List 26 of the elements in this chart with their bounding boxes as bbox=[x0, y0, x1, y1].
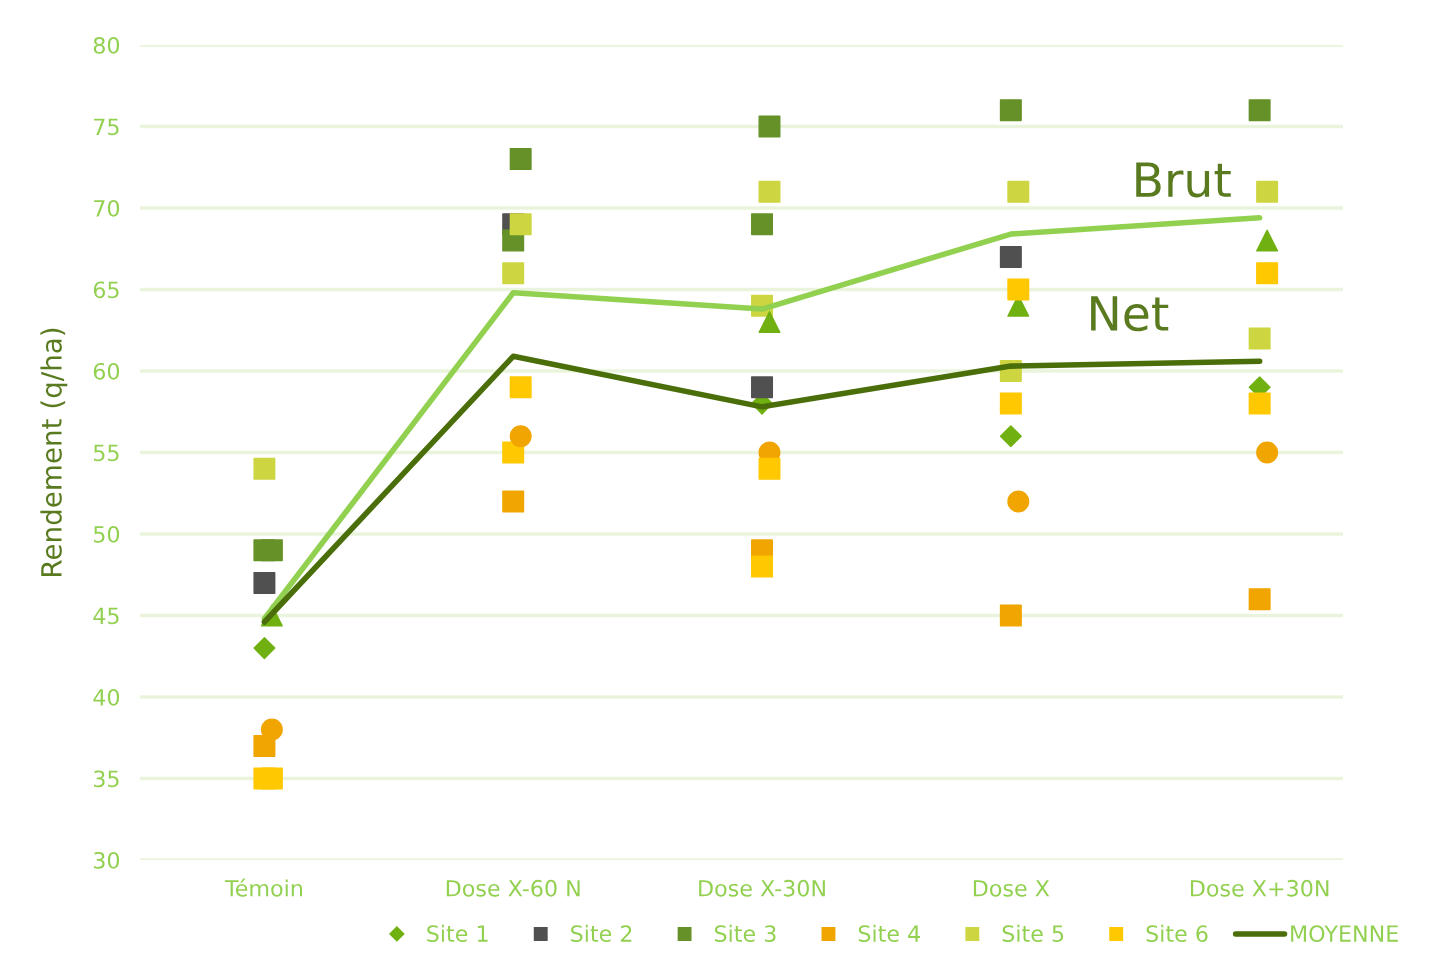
annotation: Brut bbox=[1136, 162, 1231, 198]
x-tick-label: Dose X-60 N bbox=[446, 879, 580, 897]
y-tick-label: 65 bbox=[93, 281, 119, 299]
y-tick-label: 40 bbox=[93, 688, 120, 706]
annotation: Net bbox=[1091, 296, 1169, 332]
y-tick-label: 30 bbox=[93, 851, 120, 869]
y-tick-label: 75 bbox=[94, 118, 119, 136]
legend-label: Site 6 bbox=[1146, 924, 1208, 943]
x-tick-label: Dose X-30N bbox=[699, 879, 825, 897]
legend-label: Site 5 bbox=[1002, 924, 1064, 943]
y-tick-label: 35 bbox=[93, 770, 119, 788]
x-tick-label: Dose X bbox=[973, 880, 1050, 897]
legend-label: Site 4 bbox=[858, 924, 920, 943]
legend-label: Site 1 bbox=[427, 924, 488, 943]
x-tick-label: Témoin bbox=[224, 878, 302, 897]
y-tick-label: 60 bbox=[93, 362, 120, 380]
legend-label: Site 2 bbox=[571, 924, 632, 943]
y-tick-label: 55 bbox=[93, 444, 119, 462]
y-tick-label: 45 bbox=[93, 607, 119, 625]
legend-label: Site 3 bbox=[714, 924, 776, 943]
y-tick-label: 80 bbox=[93, 36, 120, 54]
y-tick-label: 70 bbox=[94, 199, 120, 217]
x-tick-label: Dose X+30N bbox=[1190, 879, 1329, 897]
y-tick-label: 50 bbox=[93, 525, 120, 543]
legend-label: MOYENNE bbox=[1291, 925, 1398, 943]
y-axis-title: Rendement (q/ha) bbox=[40, 328, 68, 576]
